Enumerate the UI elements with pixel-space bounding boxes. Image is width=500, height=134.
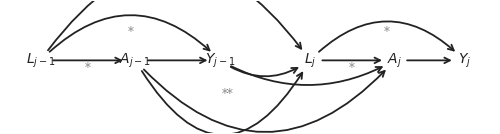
- FancyArrowPatch shape: [50, 15, 209, 52]
- FancyArrowPatch shape: [144, 69, 384, 132]
- FancyArrowPatch shape: [319, 21, 454, 52]
- Text: $A_j$: $A_j$: [387, 51, 402, 70]
- FancyArrowPatch shape: [53, 58, 121, 63]
- Text: *: *: [85, 62, 91, 75]
- Text: $Y_j$: $Y_j$: [458, 51, 471, 70]
- Text: $Y_{j-1}$: $Y_{j-1}$: [205, 51, 236, 70]
- Text: **: **: [222, 88, 234, 101]
- FancyArrowPatch shape: [142, 71, 302, 134]
- FancyArrowPatch shape: [48, 0, 301, 50]
- Text: $A_{j-1}$: $A_{j-1}$: [120, 51, 152, 70]
- FancyArrowPatch shape: [230, 67, 298, 76]
- Text: *: *: [350, 62, 355, 75]
- Text: *: *: [384, 26, 390, 39]
- Text: $L_j$: $L_j$: [304, 51, 316, 70]
- Text: $L_{j-1}$: $L_{j-1}$: [26, 51, 56, 70]
- FancyArrowPatch shape: [322, 58, 380, 63]
- FancyArrowPatch shape: [148, 58, 206, 63]
- FancyArrowPatch shape: [407, 58, 450, 63]
- Text: *: *: [128, 26, 134, 39]
- FancyArrowPatch shape: [231, 66, 382, 85]
